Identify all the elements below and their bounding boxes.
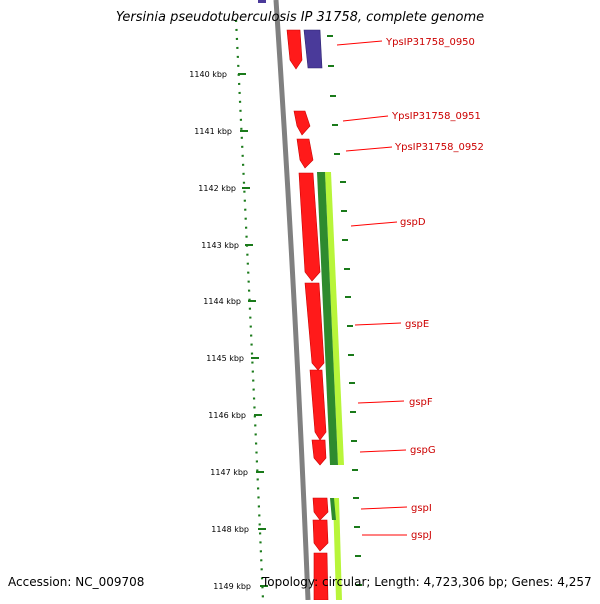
green-tracks [317, 172, 344, 600]
label-leader [345, 146, 393, 152]
gene-arrow [298, 172, 321, 282]
gene-block-blue [303, 29, 323, 69]
accession-text: Accession: NC_009708 [8, 575, 145, 589]
gene-arrow [296, 138, 314, 169]
dark-green-track [330, 498, 336, 520]
gene-label: gspG [410, 445, 436, 456]
track-stub [258, 0, 266, 3]
gene-arrow [286, 29, 303, 70]
tick-label: 1140 kbp [189, 70, 227, 79]
gene-arrow [309, 369, 327, 441]
gene-label: gspJ [411, 530, 432, 541]
tick-label: 1147 kbp [210, 468, 248, 477]
gene-label: gspE [405, 319, 429, 330]
tick-label: 1142 kbp [198, 184, 236, 193]
gene-arrow [304, 282, 325, 371]
gene-arrow [312, 497, 329, 521]
tick-label: 1149 kbp [213, 582, 251, 591]
label-leader [350, 221, 398, 227]
label-leader [336, 40, 383, 46]
tick-label: 1148 kbp [211, 525, 249, 534]
gene-label: YpsIP31758_0951 [391, 111, 481, 122]
gene-label: YpsIP31758_0950 [385, 37, 475, 48]
label-leader [354, 322, 402, 326]
gene-arrow [311, 439, 327, 466]
genome-backbone [273, 0, 311, 601]
gene-arrow [312, 519, 329, 552]
scale-ticks [238, 73, 268, 587]
tick-label: 1145 kbp [206, 354, 244, 363]
label-leader [360, 506, 408, 510]
gene-arrow [293, 110, 311, 136]
light-green-track [333, 498, 342, 600]
tick-label: 1143 kbp [201, 241, 239, 250]
gene-label: gspF [409, 397, 433, 408]
light-green-track [325, 172, 344, 465]
gene-label: gspD [400, 217, 426, 228]
label-leader [359, 449, 407, 453]
tick-label: 1141 kbp [194, 127, 232, 136]
gene-label: YpsIP31758_0952 [394, 142, 484, 153]
map-title: Yersinia pseudotuberculosis IP 31758, co… [115, 10, 485, 25]
genome-summary-text: Topology: circular; Length: 4,723,306 bp… [262, 575, 592, 589]
tick-label: 1144 kbp [203, 297, 241, 306]
tick-label: 1146 kbp [208, 411, 246, 420]
label-leader [342, 115, 389, 122]
label-leader [357, 400, 405, 404]
gene-label: gspI [411, 503, 432, 514]
dark-green-track [317, 172, 338, 465]
